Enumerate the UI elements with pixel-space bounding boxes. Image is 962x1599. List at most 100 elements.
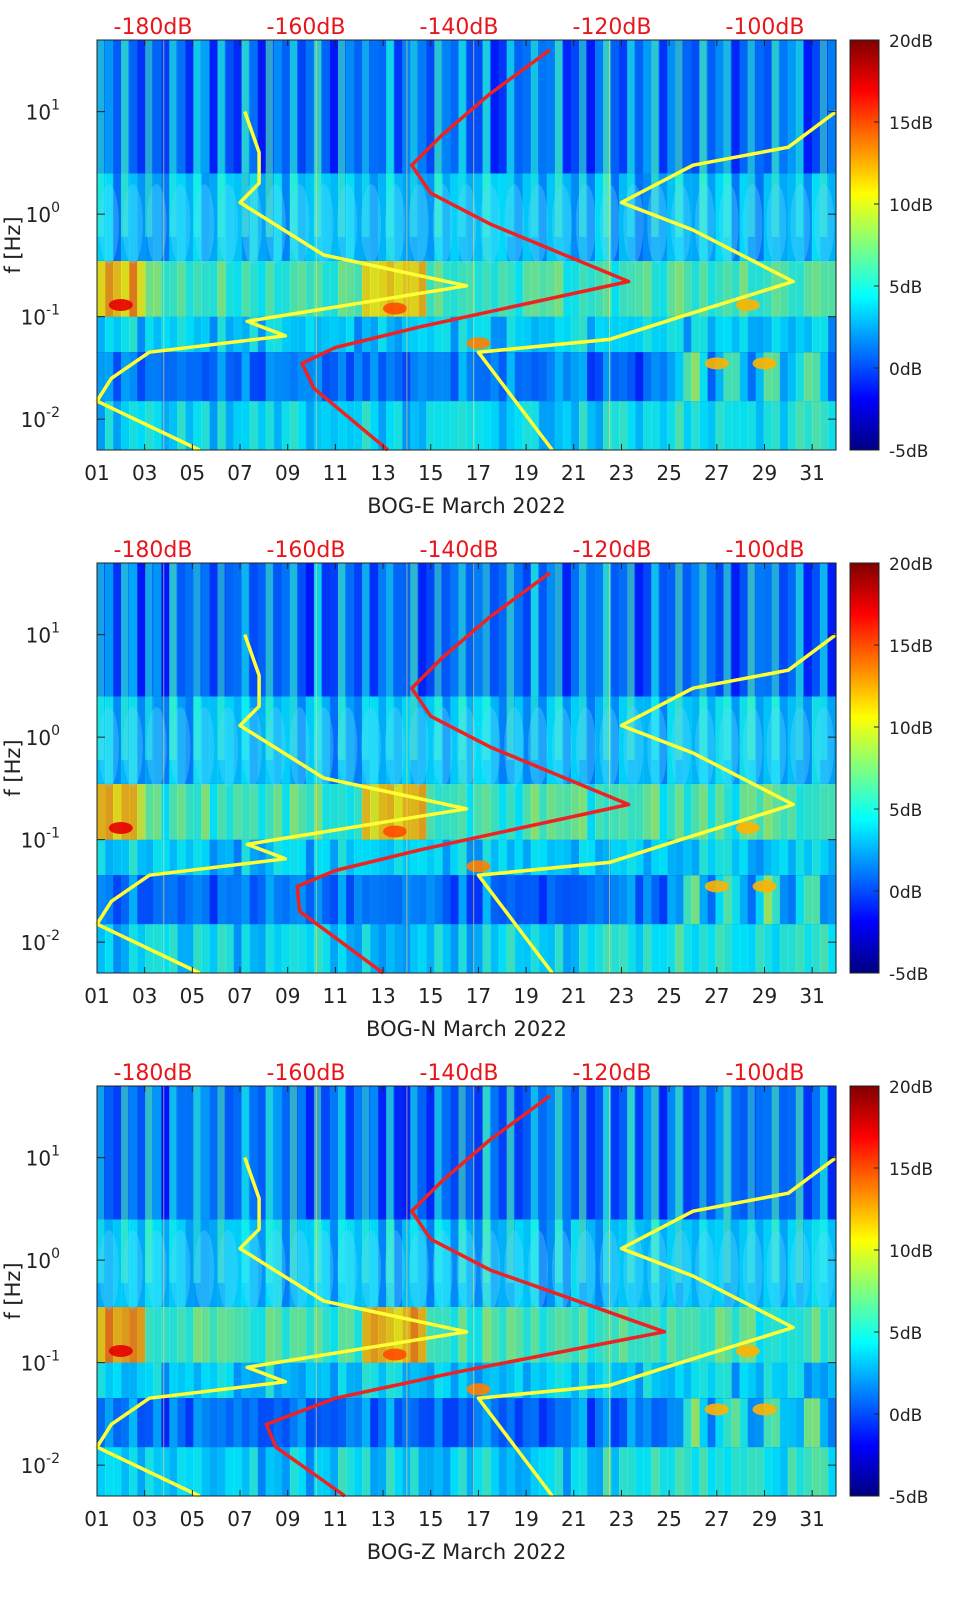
x-tick-label: 25 [656,461,681,485]
x-tick-label: 07 [227,461,252,485]
x-tick-label: 09 [275,1507,300,1531]
colorbar-label: 15dB [889,1160,933,1180]
y-tick-label: 101 [26,621,60,648]
x-tick-label: 09 [275,461,300,485]
y-tick-label: 10-1 [21,303,60,330]
y-tick-label: 10-2 [21,928,60,955]
x-tick-label: 27 [704,461,729,485]
colorbar-label: 20dB [889,555,933,575]
x-tick-label: 07 [227,984,252,1008]
y-tick-label: 10-1 [21,826,60,853]
x-tick-label: 23 [609,1507,634,1531]
x-tick-label: 21 [561,984,586,1008]
x-tick-label: 05 [180,984,205,1008]
colorbar-label: 20dB [889,1078,933,1098]
series-line-1 [95,1157,469,1498]
colorbar-label: 15dB [889,637,933,657]
top-axis-label: -160dB [267,538,346,563]
x-tick-label: 01 [84,461,109,485]
top-axis-label: -140dB [420,538,499,563]
x-tick-label: 03 [132,461,157,485]
x-tick-label: 17 [466,461,491,485]
x-tick-label: 31 [799,984,824,1008]
chart-panel-3: 01 03 05 07 09 11 13 15 17 19 21 23 25 27 29 31 BOG-Z Ma… [1,1061,933,1564]
top-axis-label: -180dB [114,1061,193,1086]
y-axis-label: f [Hz] [1,216,25,273]
x-tick-label: 23 [609,984,634,1008]
x-tick-label: 11 [323,984,348,1008]
y-tick-label: 101 [26,1144,60,1171]
top-axis-label: -180dB [114,15,193,40]
y-tick-label: 100 [26,200,60,227]
colorbar-label: 0dB [889,1406,922,1426]
x-tick-label: 13 [370,1507,395,1531]
x-tick-label: 07 [227,1507,252,1531]
x-tick-label: 21 [561,461,586,485]
x-tick-label: 13 [370,984,395,1008]
colorbar-label: 0dB [889,883,922,903]
top-axis-label: -100dB [726,15,805,40]
y-tick-label: 10-1 [21,1349,60,1376]
x-tick-label: 03 [132,1507,157,1531]
top-axis-label: -100dB [726,1061,805,1086]
colorbar-label: -5dB [889,1488,928,1508]
series-line-2 [264,1094,667,1498]
top-axis-label: -120dB [573,15,652,40]
spectrogram-image [97,563,837,973]
x-tick-label: 09 [275,984,300,1008]
y-tick-label: 10-2 [21,405,60,432]
x-tick-label: 31 [799,1507,824,1531]
axes-frame [96,562,837,974]
colorbar-label: 0dB [889,360,922,380]
colorbar-label: 5dB [889,278,922,298]
top-axis-label: -140dB [420,1061,499,1086]
series-line-3 [476,1156,838,1498]
colorbar [849,1085,880,1497]
y-tick-label: 100 [26,723,60,750]
colorbar-label: 15dB [889,114,933,134]
axes-frame [96,39,837,451]
colorbar-label: 20dB [889,32,933,52]
x-tick-label: 19 [513,461,538,485]
top-axis-label: -160dB [267,15,346,40]
top-axis-label: -120dB [573,1061,652,1086]
x-tick-label: 11 [323,1507,348,1531]
top-axis-label: -160dB [267,1061,346,1086]
top-axis-label: -180dB [114,538,193,563]
x-axis-label: BOG-Z March 2022 [367,1540,567,1564]
colorbar-label: -5dB [889,965,928,985]
top-axis-label: -140dB [420,15,499,40]
series-line-1 [95,634,469,975]
colorbar-label: 10dB [889,719,933,739]
chart-panel-2: 01 03 05 07 09 11 13 15 17 19 21 23 25 27 29 31 BOG-N Ma… [1,538,933,1041]
x-tick-label: 27 [704,1507,729,1531]
y-tick-label: 10-2 [21,1451,60,1478]
y-axis-label: f [Hz] [1,739,25,796]
x-axis-label: BOG-E March 2022 [367,494,566,518]
x-tick-label: 31 [799,461,824,485]
colorbar-label: 5dB [889,801,922,821]
x-tick-label: 11 [323,461,348,485]
x-tick-label: 25 [656,984,681,1008]
top-axis-label: -100dB [726,538,805,563]
x-tick-label: 19 [513,984,538,1008]
x-tick-label: 17 [466,1507,491,1531]
series-line-2 [300,48,631,452]
colorbar [849,562,880,974]
colorbar-label: -5dB [889,442,928,462]
top-axis-label: -120dB [573,538,652,563]
series-line-3 [476,633,838,975]
y-axis-label: f [Hz] [1,1262,25,1319]
x-tick-label: 25 [656,1507,681,1531]
x-tick-label: 15 [418,1507,443,1531]
y-tick-label: 101 [26,98,60,125]
axes-frame [96,1085,837,1497]
series-line-3 [476,110,838,452]
x-tick-label: 29 [752,461,777,485]
colorbar-label: 10dB [889,196,933,216]
x-tick-label: 23 [609,461,634,485]
x-tick-label: 21 [561,1507,586,1531]
series-line-1 [95,111,469,452]
x-tick-label: 05 [180,1507,205,1531]
